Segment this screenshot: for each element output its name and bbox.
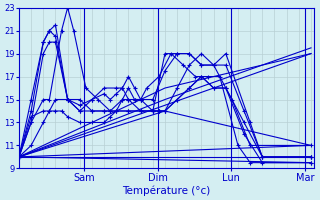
X-axis label: Température (°c): Température (°c) (122, 185, 211, 196)
